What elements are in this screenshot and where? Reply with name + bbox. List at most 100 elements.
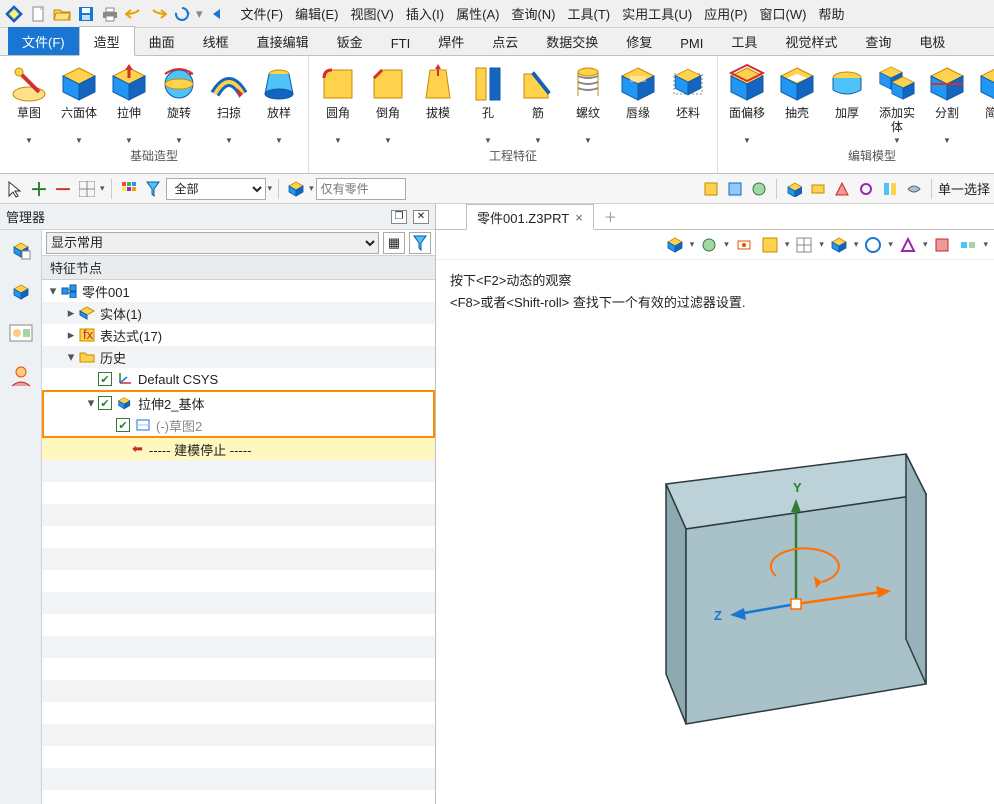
cursor-icon[interactable] bbox=[4, 178, 26, 200]
mgr-tab-part[interactable] bbox=[7, 278, 35, 306]
ribbon-tab-shape[interactable]: 造型 bbox=[79, 26, 135, 56]
thread-button[interactable]: 螺纹▼ bbox=[565, 60, 611, 145]
menu-help[interactable]: 帮助 bbox=[818, 4, 844, 23]
mgr-tab-assembly[interactable] bbox=[7, 236, 35, 264]
stock-button[interactable]: 坯料 bbox=[665, 60, 711, 145]
funnel-icon[interactable] bbox=[142, 178, 164, 200]
checkbox[interactable] bbox=[116, 418, 130, 432]
menu-edit[interactable]: 编辑(E) bbox=[295, 4, 338, 23]
vt-ico[interactable] bbox=[664, 234, 686, 256]
split-button[interactable]: 分割▼ bbox=[924, 60, 970, 145]
thicken-button[interactable]: 加厚 bbox=[824, 60, 870, 145]
tb-ico[interactable] bbox=[807, 178, 829, 200]
panel-close-icon[interactable]: ✕ bbox=[413, 210, 429, 224]
ribbon-tab[interactable]: 钣金 bbox=[323, 27, 377, 55]
ribbon-tab-file[interactable]: 文件(F) bbox=[8, 27, 79, 55]
vt-ico[interactable] bbox=[897, 234, 919, 256]
ribbon-tab[interactable]: 修复 bbox=[612, 27, 666, 55]
ribbon-tab[interactable]: 查询 bbox=[851, 27, 905, 55]
ribbon-tab[interactable]: FTI bbox=[377, 31, 425, 55]
print-icon[interactable] bbox=[100, 4, 120, 24]
vt-ico[interactable] bbox=[759, 234, 781, 256]
ribbon-tab[interactable]: 焊件 bbox=[424, 27, 478, 55]
tree-node-extrude[interactable]: ▾ 拉伸2_基体 bbox=[44, 392, 433, 414]
tb-ico[interactable] bbox=[748, 178, 770, 200]
ribbon-tab[interactable]: 数据交换 bbox=[532, 27, 612, 55]
vt-ico[interactable] bbox=[862, 234, 884, 256]
checkbox[interactable] bbox=[98, 396, 112, 410]
tree-node-csys[interactable]: Default CSYS bbox=[42, 368, 435, 390]
tb-ico[interactable] bbox=[783, 178, 805, 200]
3d-canvas[interactable]: Y Z bbox=[436, 324, 994, 804]
plus-icon[interactable]: ＋ bbox=[28, 178, 50, 200]
tree-node-stop[interactable]: ⬅ ----- 建模停止 ----- bbox=[42, 438, 435, 460]
menu-util[interactable]: 实用工具(U) bbox=[622, 4, 692, 23]
filter-button[interactable] bbox=[409, 232, 431, 254]
new-tab-button[interactable]: ＋ bbox=[594, 204, 627, 229]
faceoffset-button[interactable]: 面偏移▼ bbox=[724, 60, 770, 145]
tb-ico[interactable] bbox=[879, 178, 901, 200]
menu-tools[interactable]: 工具(T) bbox=[568, 4, 611, 23]
panel-restore-icon[interactable]: ❐ bbox=[391, 210, 407, 224]
tb-ico[interactable] bbox=[700, 178, 722, 200]
vt-ico[interactable] bbox=[957, 234, 979, 256]
checkbox[interactable] bbox=[98, 372, 112, 386]
draft-button[interactable]: 拔模 bbox=[415, 60, 461, 145]
ribbon-tab[interactable]: 视觉样式 bbox=[771, 27, 851, 55]
ribbon-tab[interactable]: PMI bbox=[666, 31, 717, 55]
tree-node-history[interactable]: ▾ 历史 bbox=[42, 346, 435, 368]
tb-ico[interactable] bbox=[831, 178, 853, 200]
minus-icon[interactable]: － bbox=[52, 178, 74, 200]
lip-button[interactable]: 唇缘 bbox=[615, 60, 661, 145]
tb-ico[interactable] bbox=[855, 178, 877, 200]
hole-button[interactable]: 孔▼ bbox=[465, 60, 511, 145]
tree-node-solid[interactable]: ▸ 实体(1) bbox=[42, 302, 435, 324]
revolve-button[interactable]: 旋转▼ bbox=[156, 60, 202, 145]
menu-attr[interactable]: 属性(A) bbox=[456, 4, 499, 23]
open-icon[interactable] bbox=[52, 4, 72, 24]
tree-node-root[interactable]: ▾ 零件001 bbox=[42, 280, 435, 302]
palette-icon[interactable] bbox=[118, 178, 140, 200]
new-icon[interactable] bbox=[28, 4, 48, 24]
grid-icon[interactable] bbox=[76, 178, 98, 200]
sketch-button[interactable]: 草图▼ bbox=[6, 60, 52, 145]
filter-input[interactable] bbox=[316, 178, 406, 200]
addbody-button[interactable]: 添加实体▼ bbox=[874, 60, 920, 145]
tb-ico[interactable] bbox=[903, 178, 925, 200]
chamfer-button[interactable]: 倒角▼ bbox=[365, 60, 411, 145]
ribbon-tab[interactable]: 线框 bbox=[189, 27, 243, 55]
menu-view[interactable]: 视图(V) bbox=[350, 4, 393, 23]
mgr-tab-view[interactable] bbox=[7, 320, 35, 348]
vt-ico[interactable] bbox=[698, 234, 720, 256]
menu-query[interactable]: 查询(N) bbox=[511, 4, 555, 23]
simplify-button[interactable]: 简化 bbox=[974, 60, 994, 145]
redo-icon[interactable] bbox=[148, 4, 168, 24]
ribbon-tab[interactable]: 点云 bbox=[478, 27, 532, 55]
rib-button[interactable]: 筋▼ bbox=[515, 60, 561, 145]
cube-small-icon[interactable] bbox=[285, 178, 307, 200]
sweep-button[interactable]: 扫掠▼ bbox=[206, 60, 252, 145]
vt-ico[interactable] bbox=[793, 234, 815, 256]
selection-mode-label[interactable]: 单一选择 bbox=[938, 179, 990, 198]
box-button[interactable]: 六面体▼ bbox=[56, 60, 102, 145]
tree-node-sketch[interactable]: (-)草图2 bbox=[44, 414, 433, 436]
undo-icon[interactable] bbox=[124, 4, 144, 24]
ribbon-tab[interactable]: 电极 bbox=[905, 27, 959, 55]
close-icon[interactable]: × bbox=[575, 210, 583, 225]
ribbon-tab[interactable]: 曲面 bbox=[135, 27, 189, 55]
expand-all-button[interactable]: ▦ bbox=[383, 232, 405, 254]
menu-insert[interactable]: 插入(I) bbox=[406, 4, 444, 23]
tree-node-expr[interactable]: ▸ fx 表达式(17) bbox=[42, 324, 435, 346]
tb-ico[interactable] bbox=[724, 178, 746, 200]
display-select[interactable]: 显示常用 bbox=[46, 232, 379, 254]
arrow-left-icon[interactable] bbox=[207, 4, 227, 24]
menu-app[interactable]: 应用(P) bbox=[704, 4, 747, 23]
mgr-tab-user[interactable] bbox=[7, 362, 35, 390]
menu-window[interactable]: 窗口(W) bbox=[760, 4, 807, 23]
fillet-button[interactable]: 圆角▼ bbox=[315, 60, 361, 145]
document-tab[interactable]: 零件001.Z3PRT × bbox=[466, 204, 594, 230]
loft-button[interactable]: 放样▼ bbox=[256, 60, 302, 145]
vt-ico[interactable] bbox=[733, 234, 755, 256]
extrude-button[interactable]: 拉伸▼ bbox=[106, 60, 152, 145]
menu-file[interactable]: 文件(F) bbox=[241, 4, 284, 23]
